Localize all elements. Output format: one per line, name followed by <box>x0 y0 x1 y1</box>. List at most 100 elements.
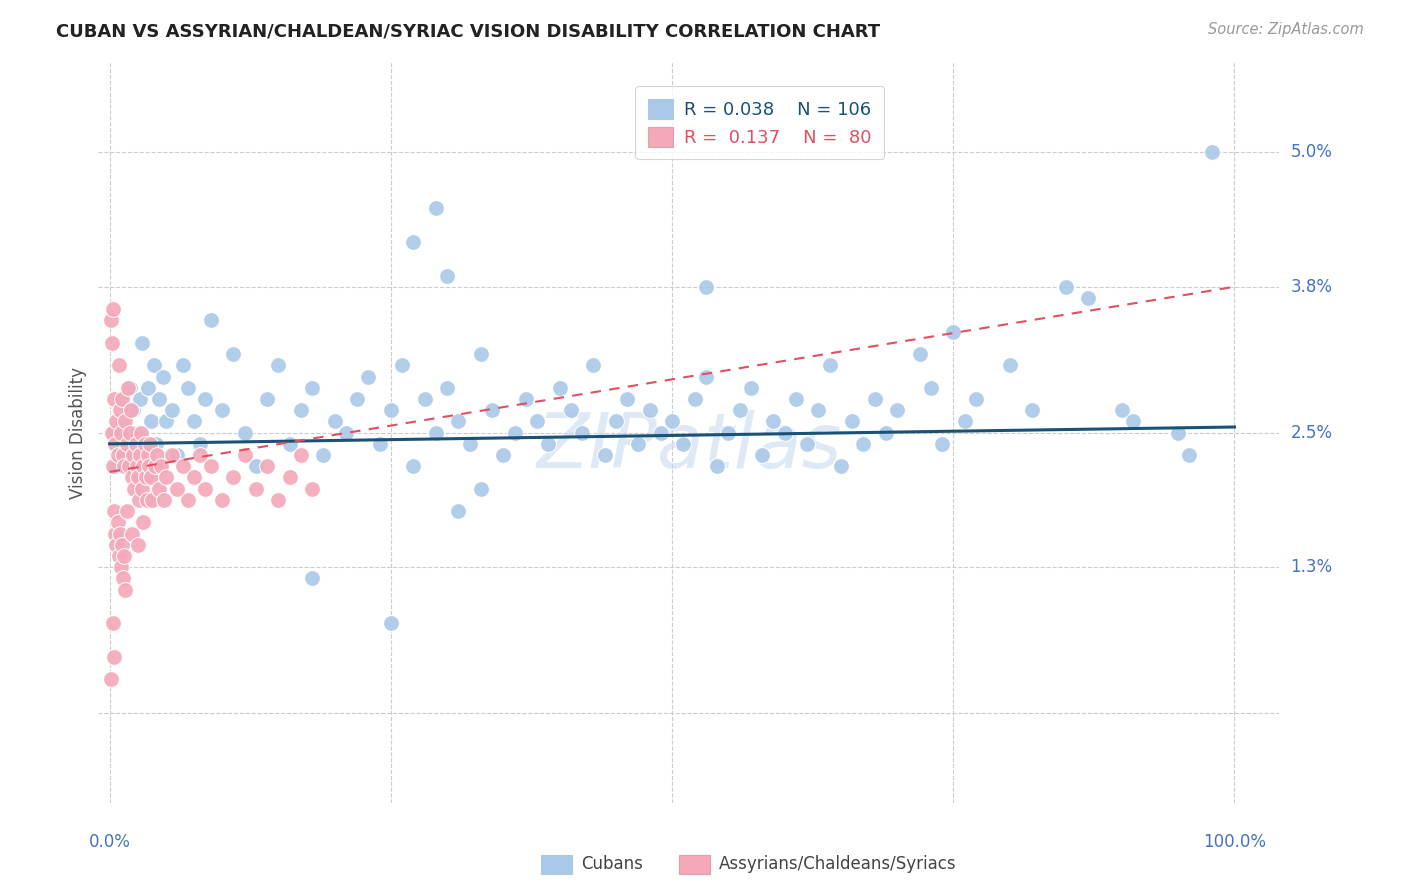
Point <box>121 526 143 541</box>
Y-axis label: Vision Disability: Vision Disability <box>69 367 87 499</box>
Point <box>135 470 157 484</box>
Point <box>129 425 152 440</box>
Point <box>402 235 425 249</box>
Point <box>188 437 211 451</box>
Point <box>160 403 183 417</box>
Point <box>211 492 233 507</box>
Point <box>125 425 148 440</box>
Point <box>118 425 141 440</box>
Point <box>267 492 290 507</box>
Point <box>1021 403 1043 417</box>
Point <box>183 414 205 428</box>
Text: 5.0%: 5.0% <box>1291 144 1333 161</box>
Point <box>132 459 155 474</box>
Point <box>146 448 169 462</box>
Point <box>150 459 173 474</box>
Point <box>267 359 290 373</box>
Point <box>166 482 188 496</box>
Point <box>830 459 852 474</box>
Point <box>908 347 931 361</box>
Point <box>136 381 159 395</box>
Point <box>160 448 183 462</box>
Point <box>256 392 278 406</box>
Point <box>458 437 481 451</box>
Point <box>346 392 368 406</box>
Point <box>278 470 301 484</box>
Point <box>134 437 156 451</box>
Point <box>706 459 728 474</box>
Point <box>132 516 155 530</box>
Point <box>107 448 129 462</box>
Text: 0.0%: 0.0% <box>89 833 131 851</box>
Point <box>110 560 132 574</box>
Point <box>120 403 142 417</box>
Point <box>121 470 143 484</box>
Point <box>117 448 139 462</box>
Point <box>177 492 200 507</box>
Point <box>128 492 150 507</box>
Point <box>105 538 128 552</box>
Text: 100.0%: 100.0% <box>1204 833 1265 851</box>
Point <box>391 359 413 373</box>
Point <box>301 571 323 585</box>
Point <box>447 414 470 428</box>
Point <box>312 448 335 462</box>
Point <box>152 492 174 507</box>
Point <box>335 425 357 440</box>
Point <box>118 459 141 474</box>
Point <box>627 437 650 451</box>
Point <box>112 549 135 563</box>
Point <box>114 582 136 597</box>
Point <box>118 381 141 395</box>
Point <box>101 302 124 317</box>
Point <box>101 459 124 474</box>
Point <box>301 381 323 395</box>
Point <box>211 403 233 417</box>
Point <box>194 392 217 406</box>
Text: ZIPatlas: ZIPatlas <box>536 410 842 484</box>
Point <box>105 459 128 474</box>
Point <box>425 201 447 215</box>
Point <box>136 448 159 462</box>
Point <box>141 414 163 428</box>
Point <box>142 359 165 373</box>
Text: Cubans: Cubans <box>581 855 643 873</box>
Point <box>998 359 1021 373</box>
Point <box>111 414 134 428</box>
Point <box>183 470 205 484</box>
Point <box>717 425 740 440</box>
Point <box>447 504 470 518</box>
Point <box>560 403 582 417</box>
Point <box>177 381 200 395</box>
Point <box>278 437 301 451</box>
Point <box>290 403 312 417</box>
Point <box>122 448 145 462</box>
Text: Assyrians/Chaldeans/Syriacs: Assyrians/Chaldeans/Syriacs <box>718 855 956 873</box>
Point <box>233 448 256 462</box>
Point <box>103 504 125 518</box>
Point <box>141 492 163 507</box>
Point <box>112 571 135 585</box>
Point <box>100 313 122 327</box>
Point <box>143 459 166 474</box>
Point <box>290 448 312 462</box>
Point <box>104 526 127 541</box>
Point <box>111 392 134 406</box>
Point <box>222 347 245 361</box>
Point <box>101 425 124 440</box>
Point <box>1111 403 1133 417</box>
Point <box>129 448 152 462</box>
Point <box>818 359 841 373</box>
Point <box>127 538 149 552</box>
Point <box>1054 280 1077 294</box>
Point <box>112 459 135 474</box>
Point <box>155 414 177 428</box>
Point <box>200 313 222 327</box>
Point <box>965 392 987 406</box>
Point <box>115 504 138 518</box>
Point <box>931 437 953 451</box>
Text: CUBAN VS ASSYRIAN/CHALDEAN/SYRIAC VISION DISABILITY CORRELATION CHART: CUBAN VS ASSYRIAN/CHALDEAN/SYRIAC VISION… <box>56 22 880 40</box>
Text: 1.3%: 1.3% <box>1291 558 1333 576</box>
Point <box>1122 414 1144 428</box>
Point <box>695 369 717 384</box>
